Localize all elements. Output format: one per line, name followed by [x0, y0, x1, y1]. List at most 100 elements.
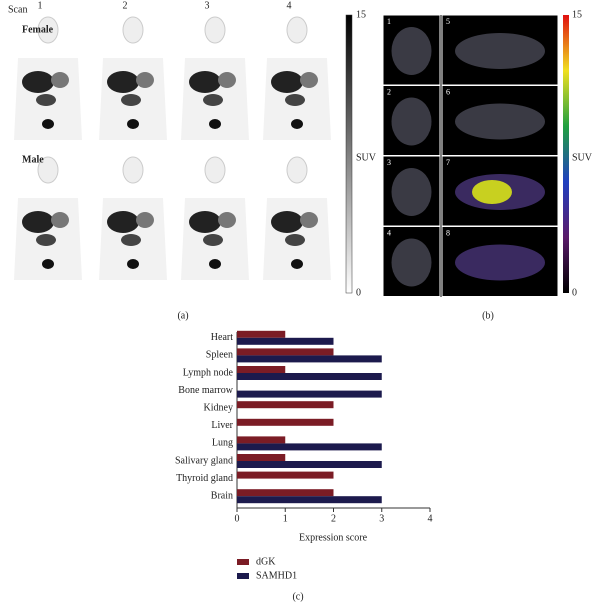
organ — [189, 71, 221, 93]
x-tick-label: 2 — [331, 513, 336, 524]
head — [286, 156, 308, 184]
image-number: 5 — [446, 17, 450, 26]
x-axis-label: Expression score — [299, 532, 368, 543]
organ — [285, 94, 305, 106]
image-number: 6 — [446, 87, 450, 96]
organ — [271, 211, 303, 233]
scan-number: 1 — [38, 0, 43, 11]
bar-chart: 0 1 2 3 4 Heart Spleen Lymph node Bone marrow Kid… — [175, 330, 433, 581]
image-number: 1 — [387, 17, 391, 26]
bar — [237, 366, 286, 373]
organ — [271, 71, 303, 93]
x-tick-label: 4 — [428, 513, 433, 524]
tile-border — [441, 226, 559, 297]
bar — [237, 330, 286, 338]
bar — [237, 418, 334, 426]
head — [122, 156, 144, 184]
organ — [291, 259, 303, 269]
bar — [237, 401, 334, 409]
organ — [136, 212, 154, 228]
head — [37, 16, 59, 44]
scan — [391, 238, 432, 287]
scan-number: 3 — [205, 0, 210, 11]
bar — [237, 337, 334, 345]
organ — [107, 71, 139, 93]
organ — [209, 259, 221, 269]
colorbar-tick: 15 — [572, 9, 582, 20]
y-tick-label: Lymph node — [183, 367, 234, 378]
organ — [42, 259, 54, 269]
organ — [136, 72, 154, 88]
image-number: 2 — [387, 87, 391, 96]
organ — [51, 72, 69, 88]
y-tick-label: Brain — [211, 490, 233, 501]
organ — [209, 119, 221, 129]
pet-images — [14, 16, 331, 280]
colorbar-label: SUV — [572, 152, 593, 163]
bar — [237, 390, 382, 398]
bar — [237, 489, 334, 497]
scan-number: 4 — [287, 0, 292, 11]
image-number: 4 — [387, 228, 391, 237]
organ — [291, 119, 303, 129]
caption: (b) — [482, 310, 494, 321]
hotspot — [472, 180, 512, 204]
bar — [237, 373, 382, 380]
y-tick-label: Bone marrow — [178, 385, 233, 396]
colorbar-tick: 0 — [572, 287, 577, 298]
bar — [237, 348, 334, 356]
legend-label: SAMHD1 — [256, 570, 297, 581]
organ — [127, 259, 139, 269]
organ — [36, 94, 56, 106]
scan — [455, 244, 545, 281]
y-tick-label: Kidney — [204, 402, 233, 413]
scan — [391, 97, 432, 146]
tile-border — [382, 226, 441, 297]
legend-swatch — [237, 559, 249, 565]
organ — [22, 211, 54, 233]
x-tick-label: 0 — [235, 513, 240, 524]
organ — [22, 71, 54, 93]
bar — [237, 461, 382, 468]
image-number: 3 — [387, 158, 391, 167]
head — [204, 156, 226, 184]
bar — [237, 471, 334, 479]
organ — [121, 94, 141, 106]
caption: (a) — [177, 310, 188, 321]
y-tick-label: Thyroid gland — [176, 473, 233, 484]
row-label: Female — [22, 24, 54, 35]
y-tick-label: Spleen — [206, 350, 233, 361]
mri-images: 1 2 3 4 5 6 7 8 — [382, 14, 559, 297]
scan-number: 2 — [123, 0, 128, 11]
organ — [203, 94, 223, 106]
organ — [189, 211, 221, 233]
organ — [203, 234, 223, 246]
legend-label: dGK — [256, 556, 276, 567]
bar — [237, 496, 382, 504]
organ — [218, 72, 236, 88]
colorbar-label: SUV — [356, 152, 377, 163]
bar — [237, 355, 382, 363]
organ — [51, 212, 69, 228]
y-tick-label: Lung — [212, 438, 233, 449]
head — [204, 16, 226, 44]
colorbar-tick: 0 — [356, 287, 361, 298]
colorbar — [563, 15, 569, 293]
bar — [237, 436, 286, 444]
organ — [36, 234, 56, 246]
row-label: Male — [22, 154, 44, 165]
scan — [391, 27, 432, 75]
head — [122, 16, 144, 44]
scan — [455, 103, 545, 140]
head — [286, 16, 308, 44]
scan — [391, 168, 432, 216]
organ — [285, 234, 305, 246]
organ — [300, 72, 318, 88]
bar — [237, 443, 382, 451]
image-number: 8 — [446, 228, 450, 237]
y-tick-label: Liver — [211, 420, 233, 431]
organ — [300, 212, 318, 228]
x-tick-label: 1 — [283, 513, 288, 524]
y-tick-label: Heart — [211, 332, 233, 343]
